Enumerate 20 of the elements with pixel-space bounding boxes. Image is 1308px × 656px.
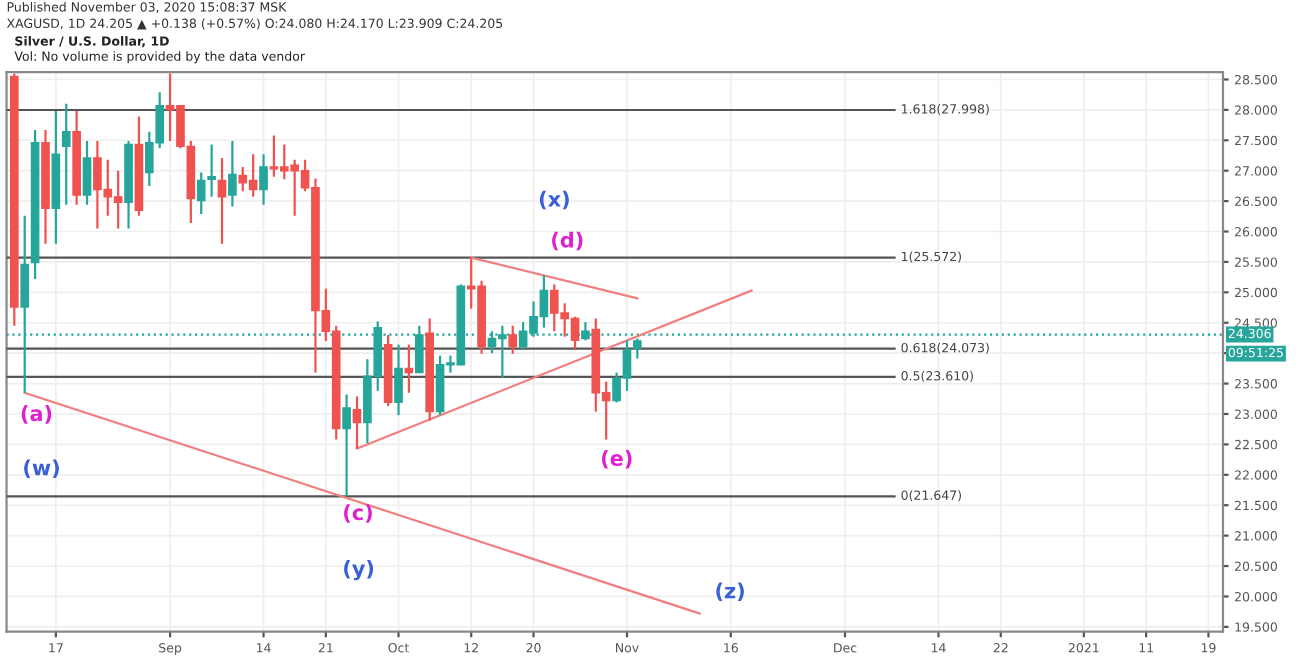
annotation: (x) [539, 190, 569, 210]
candlestick [196, 171, 206, 215]
annotation: (w) [24, 459, 59, 478]
annotation: (d) [552, 231, 583, 251]
candlestick [633, 337, 642, 360]
candlestick [342, 393, 351, 498]
candlestick [61, 102, 71, 206]
candlestick [217, 156, 227, 245]
candlestick [82, 139, 92, 206]
candlestick [207, 143, 216, 198]
annotation: (z) [716, 582, 744, 602]
candlestick [228, 139, 237, 208]
annotation: (a) [21, 405, 52, 424]
candlestick [352, 395, 362, 450]
candlestick [508, 324, 518, 355]
annotation: (c) [344, 504, 372, 523]
annotation: (y) [344, 560, 374, 581]
candlestick [394, 343, 403, 417]
annotation: (e) [601, 449, 632, 469]
candlestick [259, 153, 268, 206]
